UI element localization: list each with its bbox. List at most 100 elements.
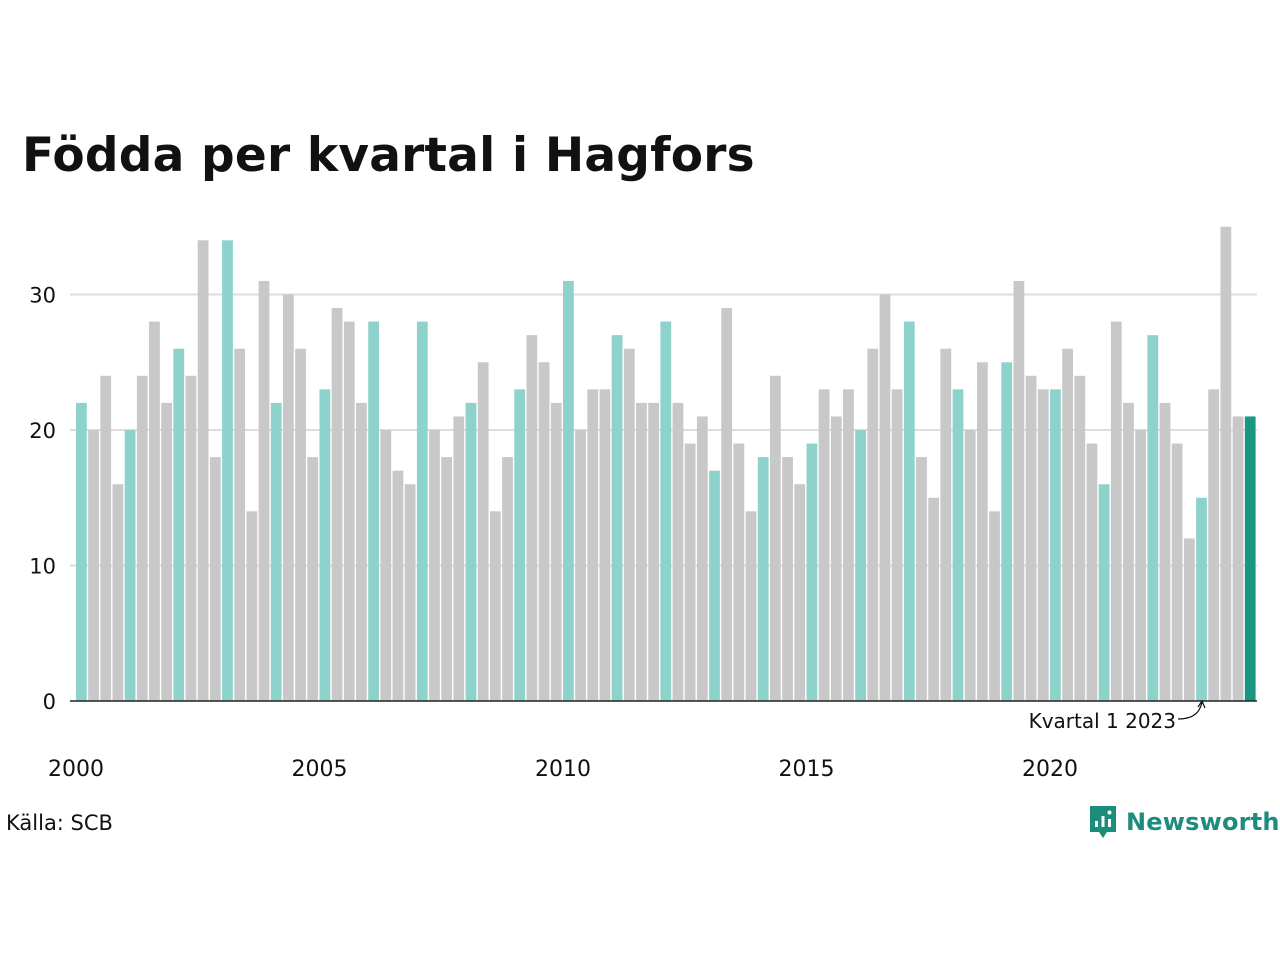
bar (526, 335, 538, 701)
bar (1086, 443, 1098, 701)
bars (76, 226, 1256, 702)
bar (392, 470, 404, 701)
bar (295, 348, 306, 701)
bar (1050, 389, 1061, 701)
bar (867, 348, 879, 701)
bar (745, 511, 757, 701)
annotation-arrow (1177, 701, 1203, 720)
bar (916, 457, 927, 701)
bar (636, 402, 647, 701)
bar (1196, 497, 1207, 701)
bar (477, 362, 489, 701)
newsworthy-logo-icon (1090, 806, 1116, 838)
bar (1037, 389, 1049, 701)
bar (368, 321, 379, 701)
bar (709, 470, 720, 701)
bar (1001, 362, 1013, 701)
bar (404, 484, 416, 701)
bar (197, 240, 209, 702)
bar (1183, 538, 1195, 701)
bar (319, 389, 331, 701)
bar (964, 430, 976, 701)
y-tick-label: 20 (29, 419, 56, 443)
bar (599, 389, 611, 701)
bar (733, 443, 745, 701)
bar (1171, 443, 1183, 701)
newsworthy-logo: Newsworthy (1088, 804, 1280, 840)
y-tick-label: 30 (29, 284, 56, 308)
brand-name: Newsworthy (1126, 808, 1280, 836)
bar (1208, 389, 1220, 701)
bar (1013, 280, 1025, 701)
bar (209, 457, 221, 701)
bar (696, 416, 708, 701)
bar (989, 511, 1000, 701)
axes: 0 10 20 30 2000 2005 2010 2015 2020 (29, 284, 1257, 782)
bar (356, 402, 367, 701)
bar (757, 457, 769, 701)
bar (173, 348, 185, 701)
bar (538, 362, 550, 701)
bar (234, 348, 246, 701)
bar (672, 402, 684, 701)
bar (343, 321, 355, 701)
annotation-arrowhead (1197, 699, 1206, 709)
bar (453, 416, 465, 701)
chart-title: Födda per kvartal i Hagfors (22, 128, 755, 183)
y-tick-label: 10 (29, 555, 56, 579)
bar (270, 402, 282, 701)
bar (441, 457, 453, 701)
bar (124, 430, 136, 701)
bar (380, 430, 392, 701)
bar (721, 308, 733, 701)
x-tick-label: 2015 (779, 757, 835, 782)
bar (940, 348, 952, 701)
bar-chart: 0 10 20 30 2000 2005 2010 2015 2020 Kvartal 1 20… (29, 226, 1257, 782)
bar (307, 457, 319, 701)
bar (149, 321, 160, 701)
annotation: Kvartal 1 2023 (1029, 699, 1206, 733)
bar (222, 240, 233, 702)
bar (1220, 226, 1232, 701)
bar (1123, 402, 1134, 701)
bar (88, 430, 99, 701)
bar (769, 375, 781, 701)
x-tick-label: 2005 (292, 757, 348, 782)
x-tick-label: 2000 (48, 757, 104, 782)
bar (161, 402, 173, 701)
bar (794, 484, 806, 701)
annotation-label: Kvartal 1 2023 (1029, 709, 1176, 733)
bar (282, 294, 294, 701)
bar (563, 280, 574, 701)
bar (416, 321, 428, 701)
bar (1135, 430, 1147, 701)
bar (1074, 375, 1086, 701)
bar (112, 484, 124, 701)
bar (684, 443, 696, 701)
bar (100, 375, 112, 701)
source-note: Källa: SCB (6, 811, 113, 835)
bar (575, 430, 586, 701)
x-tick-label: 2020 (1022, 757, 1078, 782)
bar (136, 375, 148, 701)
bar (258, 280, 270, 701)
bar (903, 321, 915, 701)
bar (660, 321, 672, 701)
bar (818, 389, 830, 701)
x-tick-label: 2010 (535, 757, 591, 782)
bar (550, 402, 562, 701)
bar (1110, 321, 1122, 701)
bar (782, 457, 793, 701)
bar (331, 308, 343, 701)
bar (1159, 402, 1171, 701)
y-tick-label: 0 (43, 690, 56, 714)
bar (1098, 484, 1110, 701)
bar (879, 294, 891, 701)
bar (976, 362, 988, 701)
bar (830, 416, 842, 701)
bar (855, 430, 866, 701)
bar (611, 335, 623, 701)
bar (1025, 375, 1037, 701)
bar (1147, 335, 1159, 701)
bar (185, 375, 197, 701)
